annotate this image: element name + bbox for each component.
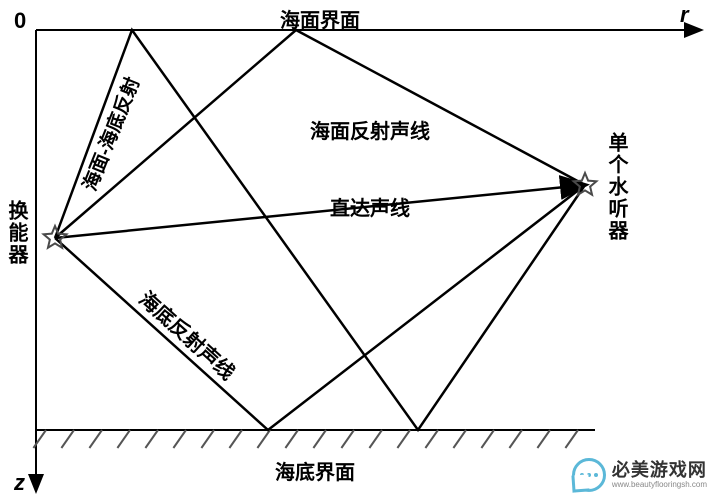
r-axis-label: r xyxy=(680,2,689,28)
direct-ray xyxy=(55,185,585,238)
bottom-reflect-ray xyxy=(55,185,585,430)
transducer-label: 换能器 xyxy=(2,200,31,266)
watermark-icon xyxy=(572,458,606,492)
acoustic-ray-diagram: 0 r z 海面界面 海底界面 换能器 单个水听器 直达声线 海面反射声线 海底… xyxy=(0,0,717,500)
watermark: 必美游戏网 www.beautyflooringsh.com xyxy=(572,458,707,492)
diagram-svg xyxy=(0,0,717,500)
origin-label: 0 xyxy=(14,8,26,34)
surface-boundary-label: 海面界面 xyxy=(280,4,360,33)
z-axis-label: z xyxy=(14,470,25,496)
direct-ray-label: 直达声线 xyxy=(330,192,410,221)
surface-ray-label: 海面反射声线 xyxy=(310,115,430,144)
hydrophone-label: 单个水听器 xyxy=(602,132,631,242)
bottom-boundary-label: 海底界面 xyxy=(275,456,355,485)
watermark-url-text: www.beautyflooringsh.com xyxy=(612,481,707,489)
watermark-cn-text: 必美游戏网 xyxy=(612,461,707,479)
bottom-hatching xyxy=(33,430,578,448)
